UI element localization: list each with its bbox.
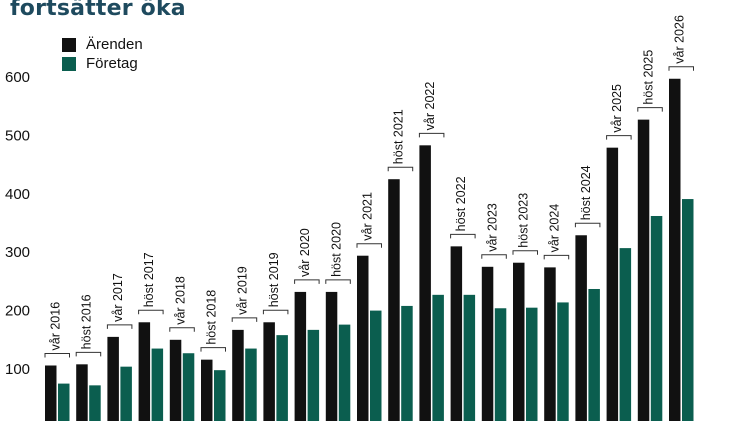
- bar-arenden-0: [45, 365, 57, 421]
- bar-foretag-5: [214, 370, 226, 421]
- category-label-1: höst 2016: [80, 294, 94, 349]
- bracket-16: [543, 254, 570, 260]
- category-label-9: höst 2020: [329, 222, 343, 277]
- bar-foretag-15: [526, 307, 538, 421]
- bar-foretag-11: [401, 305, 413, 421]
- category-label-0: vår 2016: [49, 302, 63, 351]
- bracket-1: [75, 351, 102, 357]
- bar-foretag-2: [120, 366, 132, 421]
- chart-title: fortsätter öka: [10, 0, 186, 21]
- bar-foretag-14: [494, 308, 507, 421]
- category-label-2: vår 2017: [111, 273, 125, 322]
- bracket-3: [138, 309, 164, 315]
- category-label-13: höst 2022: [454, 176, 468, 231]
- category-label-7: höst 2019: [267, 252, 281, 307]
- category-label-8: vår 2020: [298, 228, 312, 277]
- bar-arenden-4: [169, 339, 182, 421]
- bar-foretag-10: [370, 310, 382, 421]
- bar-foretag-1: [89, 385, 101, 421]
- legend-label-foretag: Företag: [86, 55, 138, 72]
- bar-foretag-4: [182, 353, 195, 421]
- bracket-5: [200, 347, 226, 352]
- category-label-18: vår 2025: [610, 84, 624, 133]
- bracket-14: [481, 254, 507, 259]
- bar-foretag-17: [588, 288, 600, 421]
- bar-arenden-5: [201, 359, 213, 421]
- category-label-20: vår 2026: [673, 15, 687, 64]
- y-tick-label-600: 600: [5, 69, 30, 86]
- category-label-3: höst 2017: [142, 252, 156, 307]
- legend-item-foretag: Företag: [62, 54, 143, 73]
- bracket-12: [418, 132, 445, 138]
- bracket-13: [450, 233, 476, 239]
- bar-foretag-0: [58, 383, 70, 421]
- bar-foretag-8: [307, 329, 320, 421]
- bracket-17: [574, 222, 601, 228]
- legend-swatch-foretag: [62, 56, 76, 71]
- bar-foretag-19: [650, 215, 663, 421]
- bar-foretag-3: [151, 348, 164, 421]
- bar-arenden-16: [544, 267, 556, 421]
- bar-arenden-1: [76, 364, 88, 421]
- category-label-5: höst 2018: [205, 290, 219, 345]
- category-label-10: vår 2021: [361, 192, 375, 241]
- bracket-4: [169, 327, 195, 332]
- bar-arenden-6: [232, 329, 244, 421]
- bar-arenden-2: [107, 336, 119, 421]
- y-tick-label-300: 300: [5, 244, 30, 261]
- legend-label-arenden: Ärenden: [86, 36, 143, 53]
- bracket-10: [356, 243, 382, 248]
- bar-foretag-13: [463, 294, 476, 421]
- bar-arenden-14: [481, 266, 494, 421]
- bar-arenden-3: [138, 322, 151, 421]
- bar-foretag-18: [619, 248, 632, 421]
- bar-foretag-9: [338, 324, 351, 421]
- category-label-11: höst 2021: [392, 109, 406, 164]
- bracket-20: [668, 66, 694, 71]
- legend: Ärenden Företag: [62, 35, 143, 73]
- legend-swatch-arenden: [62, 37, 76, 52]
- category-label-12: vår 2022: [423, 82, 437, 131]
- bar-arenden-7: [263, 322, 275, 421]
- y-tick-label-100: 100: [5, 361, 30, 378]
- bar-arenden-15: [513, 262, 525, 421]
- bar-foretag-12: [432, 294, 444, 421]
- category-label-14: vår 2023: [485, 203, 499, 252]
- bar-arenden-19: [637, 119, 650, 421]
- bar-arenden-11: [388, 179, 400, 421]
- y-tick-label-500: 500: [5, 127, 30, 144]
- bar-arenden-17: [575, 235, 587, 421]
- bar-arenden-18: [606, 147, 619, 421]
- category-label-4: vår 2018: [173, 276, 187, 325]
- bracket-7: [262, 309, 289, 315]
- bracket-8: [294, 279, 320, 284]
- y-tick-label-400: 400: [5, 186, 30, 203]
- bar-foretag-20: [682, 199, 694, 421]
- bracket-6: [231, 317, 258, 322]
- bar-arenden-8: [294, 291, 307, 421]
- y-tick-label-200: 200: [5, 303, 30, 320]
- bracket-15: [512, 250, 538, 255]
- bracket-0: [44, 352, 70, 358]
- bracket-11: [387, 166, 414, 172]
- category-label-15: höst 2023: [517, 193, 531, 248]
- category-label-16: vår 2024: [548, 204, 562, 253]
- category-label-6: vår 2019: [236, 266, 250, 315]
- category-label-19: höst 2025: [641, 50, 655, 105]
- bar-arenden-12: [419, 145, 431, 421]
- bracket-19: [637, 107, 663, 112]
- bar-foretag-7: [276, 335, 288, 421]
- bar-foretag-6: [245, 348, 257, 421]
- bar-arenden-10: [357, 255, 369, 421]
- bracket-2: [106, 324, 133, 329]
- bar-arenden-9: [325, 291, 338, 421]
- bar-foretag-16: [557, 302, 569, 421]
- bracket-9: [325, 279, 351, 284]
- legend-item-arenden: Ärenden: [62, 35, 143, 54]
- category-label-17: höst 2024: [579, 165, 593, 220]
- bar-arenden-13: [450, 246, 463, 421]
- bracket-18: [606, 135, 632, 140]
- bar-arenden-20: [669, 78, 681, 421]
